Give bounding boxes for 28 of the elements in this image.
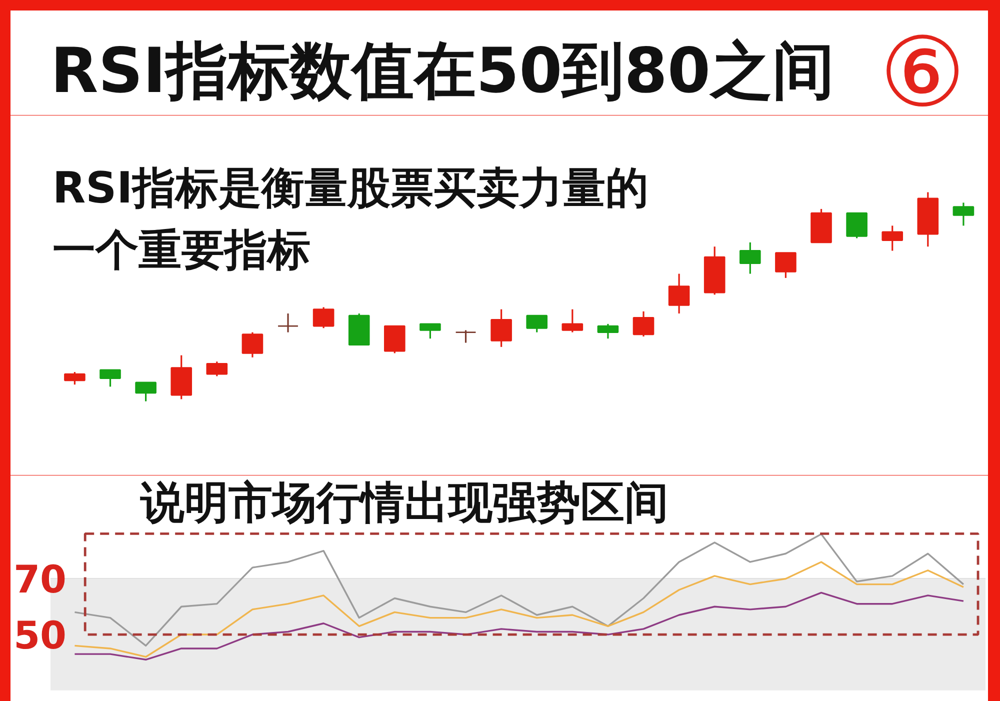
candlestick <box>420 323 441 340</box>
candlestick <box>455 329 476 344</box>
line-series <box>74 592 964 660</box>
chart-subtitle: RSI指标是衡量股票买卖力量的一个重要指标 <box>52 164 649 276</box>
candlestick <box>135 382 156 402</box>
candlestick <box>490 308 512 348</box>
candlestick <box>242 331 264 358</box>
y-tick-label: 70 <box>14 558 67 602</box>
candlestick <box>882 224 904 252</box>
candlestick <box>64 371 86 386</box>
candlestick <box>100 369 121 388</box>
candlestick <box>952 202 974 226</box>
chart-title: RSI指标数值在50到80之间 <box>50 34 835 107</box>
candlestick <box>632 310 654 338</box>
candlestick <box>312 306 334 329</box>
candlestick <box>775 252 796 279</box>
candlestick <box>206 360 228 377</box>
text: ⑥ <box>879 16 966 128</box>
candlestick <box>526 314 548 334</box>
candlestick <box>277 312 299 334</box>
candlestick <box>740 242 761 275</box>
candlestick <box>562 308 584 334</box>
y-tick-label: 50 <box>14 614 67 658</box>
line-series <box>74 561 964 658</box>
chart-title: 说明市场行情出现强势区间 <box>140 478 668 528</box>
candlestick <box>597 323 619 340</box>
candlestick <box>846 212 868 240</box>
candlestick <box>668 272 690 314</box>
